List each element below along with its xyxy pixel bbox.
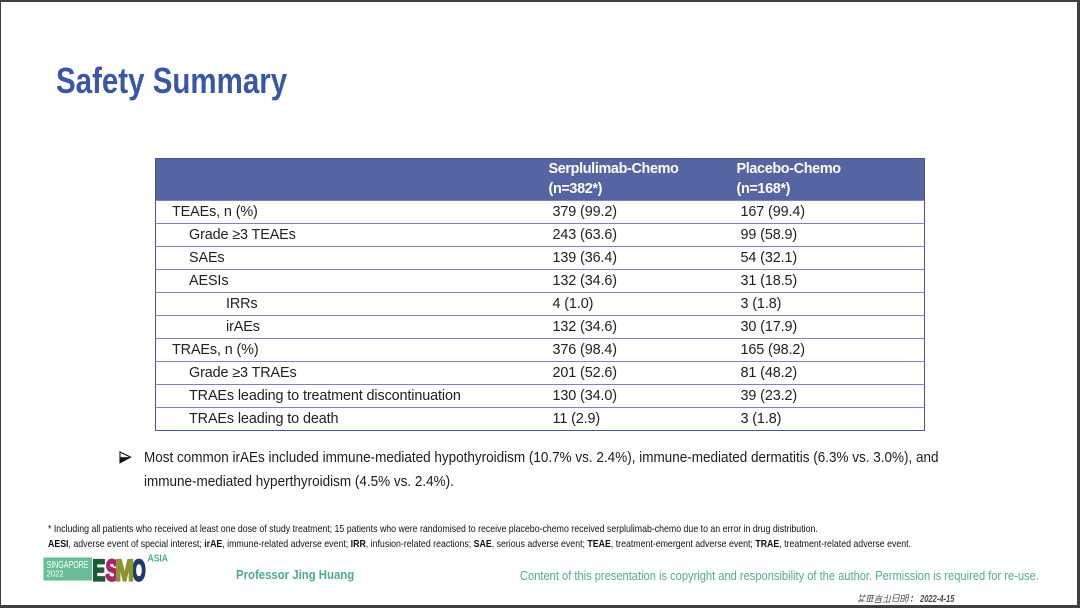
svg-text:SINGAPORE: SINGAPORE — [47, 560, 89, 571]
svg-text:S: S — [106, 554, 119, 586]
svg-text:2022: 2022 — [47, 570, 65, 579]
svg-text:ASIA: ASIA — [148, 553, 169, 565]
svg-text:M: M — [115, 554, 134, 586]
svg-text:E: E — [92, 554, 105, 586]
svg-text:O: O — [132, 554, 145, 586]
